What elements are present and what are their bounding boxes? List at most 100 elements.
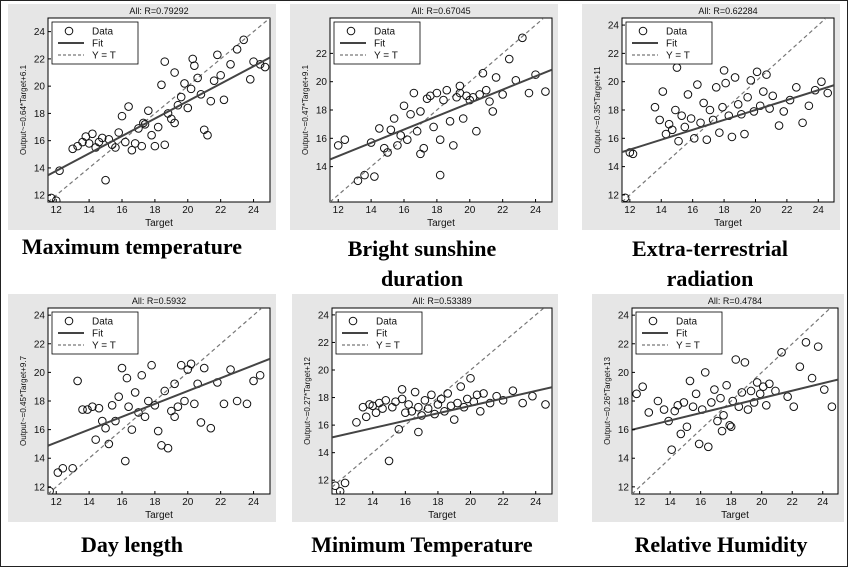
y-tick-label: 18: [316, 106, 328, 117]
data-point: [727, 132, 737, 142]
data-point: [774, 121, 784, 130]
x-tick-label: 14: [84, 205, 96, 216]
data-point: [725, 421, 734, 430]
data-point: [352, 418, 361, 427]
data-point: [114, 128, 124, 137]
fit-line: [332, 386, 552, 439]
legend-yt-label: Y = T: [376, 341, 400, 352]
data-point: [632, 389, 641, 399]
data-point: [743, 92, 752, 102]
data-point: [206, 423, 216, 433]
data-point: [153, 122, 163, 132]
y-tick-label: 14: [608, 162, 620, 173]
legend-box: [625, 21, 713, 65]
y-tick-label: 20: [34, 368, 46, 379]
chart-svg: 12 14 16 18 20 22 24 12 14 16 18 20 22 24 All: R=0.478…: [592, 294, 844, 522]
data-point: [703, 442, 713, 452]
data-point: [761, 400, 771, 410]
data-point: [676, 429, 686, 439]
chart-caption: Day length: [0, 530, 264, 560]
data-point: [193, 73, 202, 83]
data-point: [541, 400, 550, 409]
data-point: [124, 402, 133, 412]
chart-panel-2: 12 14 16 18 20 22 24 14 16 18 20 22 All: R=0.67045 Ta…: [290, 4, 558, 230]
y-tick-label: 16: [34, 136, 46, 147]
data-point: [478, 68, 488, 78]
chart-caption: Bright sunshine duration: [282, 234, 562, 294]
y-tick-label: 24: [34, 27, 46, 38]
data-point: [541, 87, 550, 96]
data-point: [746, 75, 756, 85]
plot-layer: [622, 18, 834, 202]
data-point: [120, 137, 130, 147]
y-tick-label: 14: [318, 448, 330, 459]
x-tick-label: 24: [248, 205, 260, 216]
data-point: [689, 134, 699, 143]
data-point: [170, 412, 179, 422]
x-tick-label: 12: [335, 497, 347, 508]
x-tick-label: 12: [51, 205, 63, 216]
data-point: [88, 129, 97, 139]
x-tick-label: 20: [465, 497, 477, 508]
data-point: [777, 348, 786, 357]
data-point: [107, 400, 117, 410]
chart-caption: Maximum temperature: [0, 232, 264, 262]
legend-fit-label: Fit: [376, 329, 387, 340]
y-tick-label: 16: [608, 134, 620, 145]
data-point: [416, 107, 425, 116]
data-point: [719, 66, 729, 75]
data-point: [653, 396, 663, 406]
data-point: [479, 389, 488, 398]
y-tick-label: 16: [318, 421, 330, 432]
data-point: [140, 412, 150, 422]
data-point: [667, 125, 677, 135]
data-point: [170, 68, 179, 77]
chart-title: All: R=0.4784: [708, 296, 762, 306]
data-point: [472, 390, 482, 400]
x-tick-label: 22: [498, 497, 510, 508]
data-point: [245, 75, 255, 84]
data-point: [693, 80, 702, 89]
data-point: [807, 373, 817, 383]
data-point: [717, 426, 727, 436]
legend-fit-label: Fit: [92, 39, 103, 50]
y-tick-label: 14: [316, 162, 328, 173]
x-tick-label: 22: [215, 497, 227, 508]
data-point: [659, 405, 669, 414]
legend-data-marker: [64, 26, 74, 36]
y-axis-label: Output~=0.47*Target+9.1: [301, 64, 310, 155]
data-point: [416, 149, 425, 159]
data-point: [144, 106, 153, 115]
legend-fit-label: Fit: [676, 329, 687, 340]
data-point: [707, 398, 716, 407]
data-point: [423, 404, 433, 413]
chart-svg: 12 14 16 18 20 22 24 12 14 16 18 20 22 24 All: R=0.593…: [8, 294, 276, 522]
fit-line: [632, 378, 838, 431]
x-tick-label: 20: [756, 497, 768, 508]
x-tick-label: 20: [182, 205, 194, 216]
data-point: [383, 148, 392, 157]
y-tick-label: 18: [34, 397, 46, 408]
chart-panel-3: 12 14 16 18 20 22 24 12 14 16 18 20 22 24 All: R=0.622…: [582, 4, 840, 230]
data-point: [332, 481, 340, 491]
y-equals-t-line: [330, 18, 545, 202]
data-point: [749, 398, 759, 407]
chart-caption: Minimum Temperature: [282, 530, 562, 560]
x-tick-label: 22: [497, 205, 509, 216]
data-point: [361, 412, 371, 422]
y-axis-label: Output~=0.35*Target+11: [593, 66, 602, 154]
data-point: [715, 128, 724, 137]
data-point: [737, 388, 747, 397]
data-point: [817, 77, 826, 86]
data-point: [524, 88, 534, 98]
y-tick-label: 22: [316, 49, 328, 60]
data-point: [94, 403, 104, 413]
data-point: [792, 83, 801, 92]
legend-fit-label: Fit: [374, 39, 385, 50]
fit-line: [48, 56, 270, 177]
chart-panel-1: 12 14 16 18 20 22 24 12 14 16 18 20 22 24 All: R=0.792…: [8, 4, 276, 230]
data-point: [765, 379, 774, 389]
data-point: [73, 376, 82, 386]
x-tick-label: 12: [333, 205, 345, 216]
data-point: [188, 54, 198, 64]
